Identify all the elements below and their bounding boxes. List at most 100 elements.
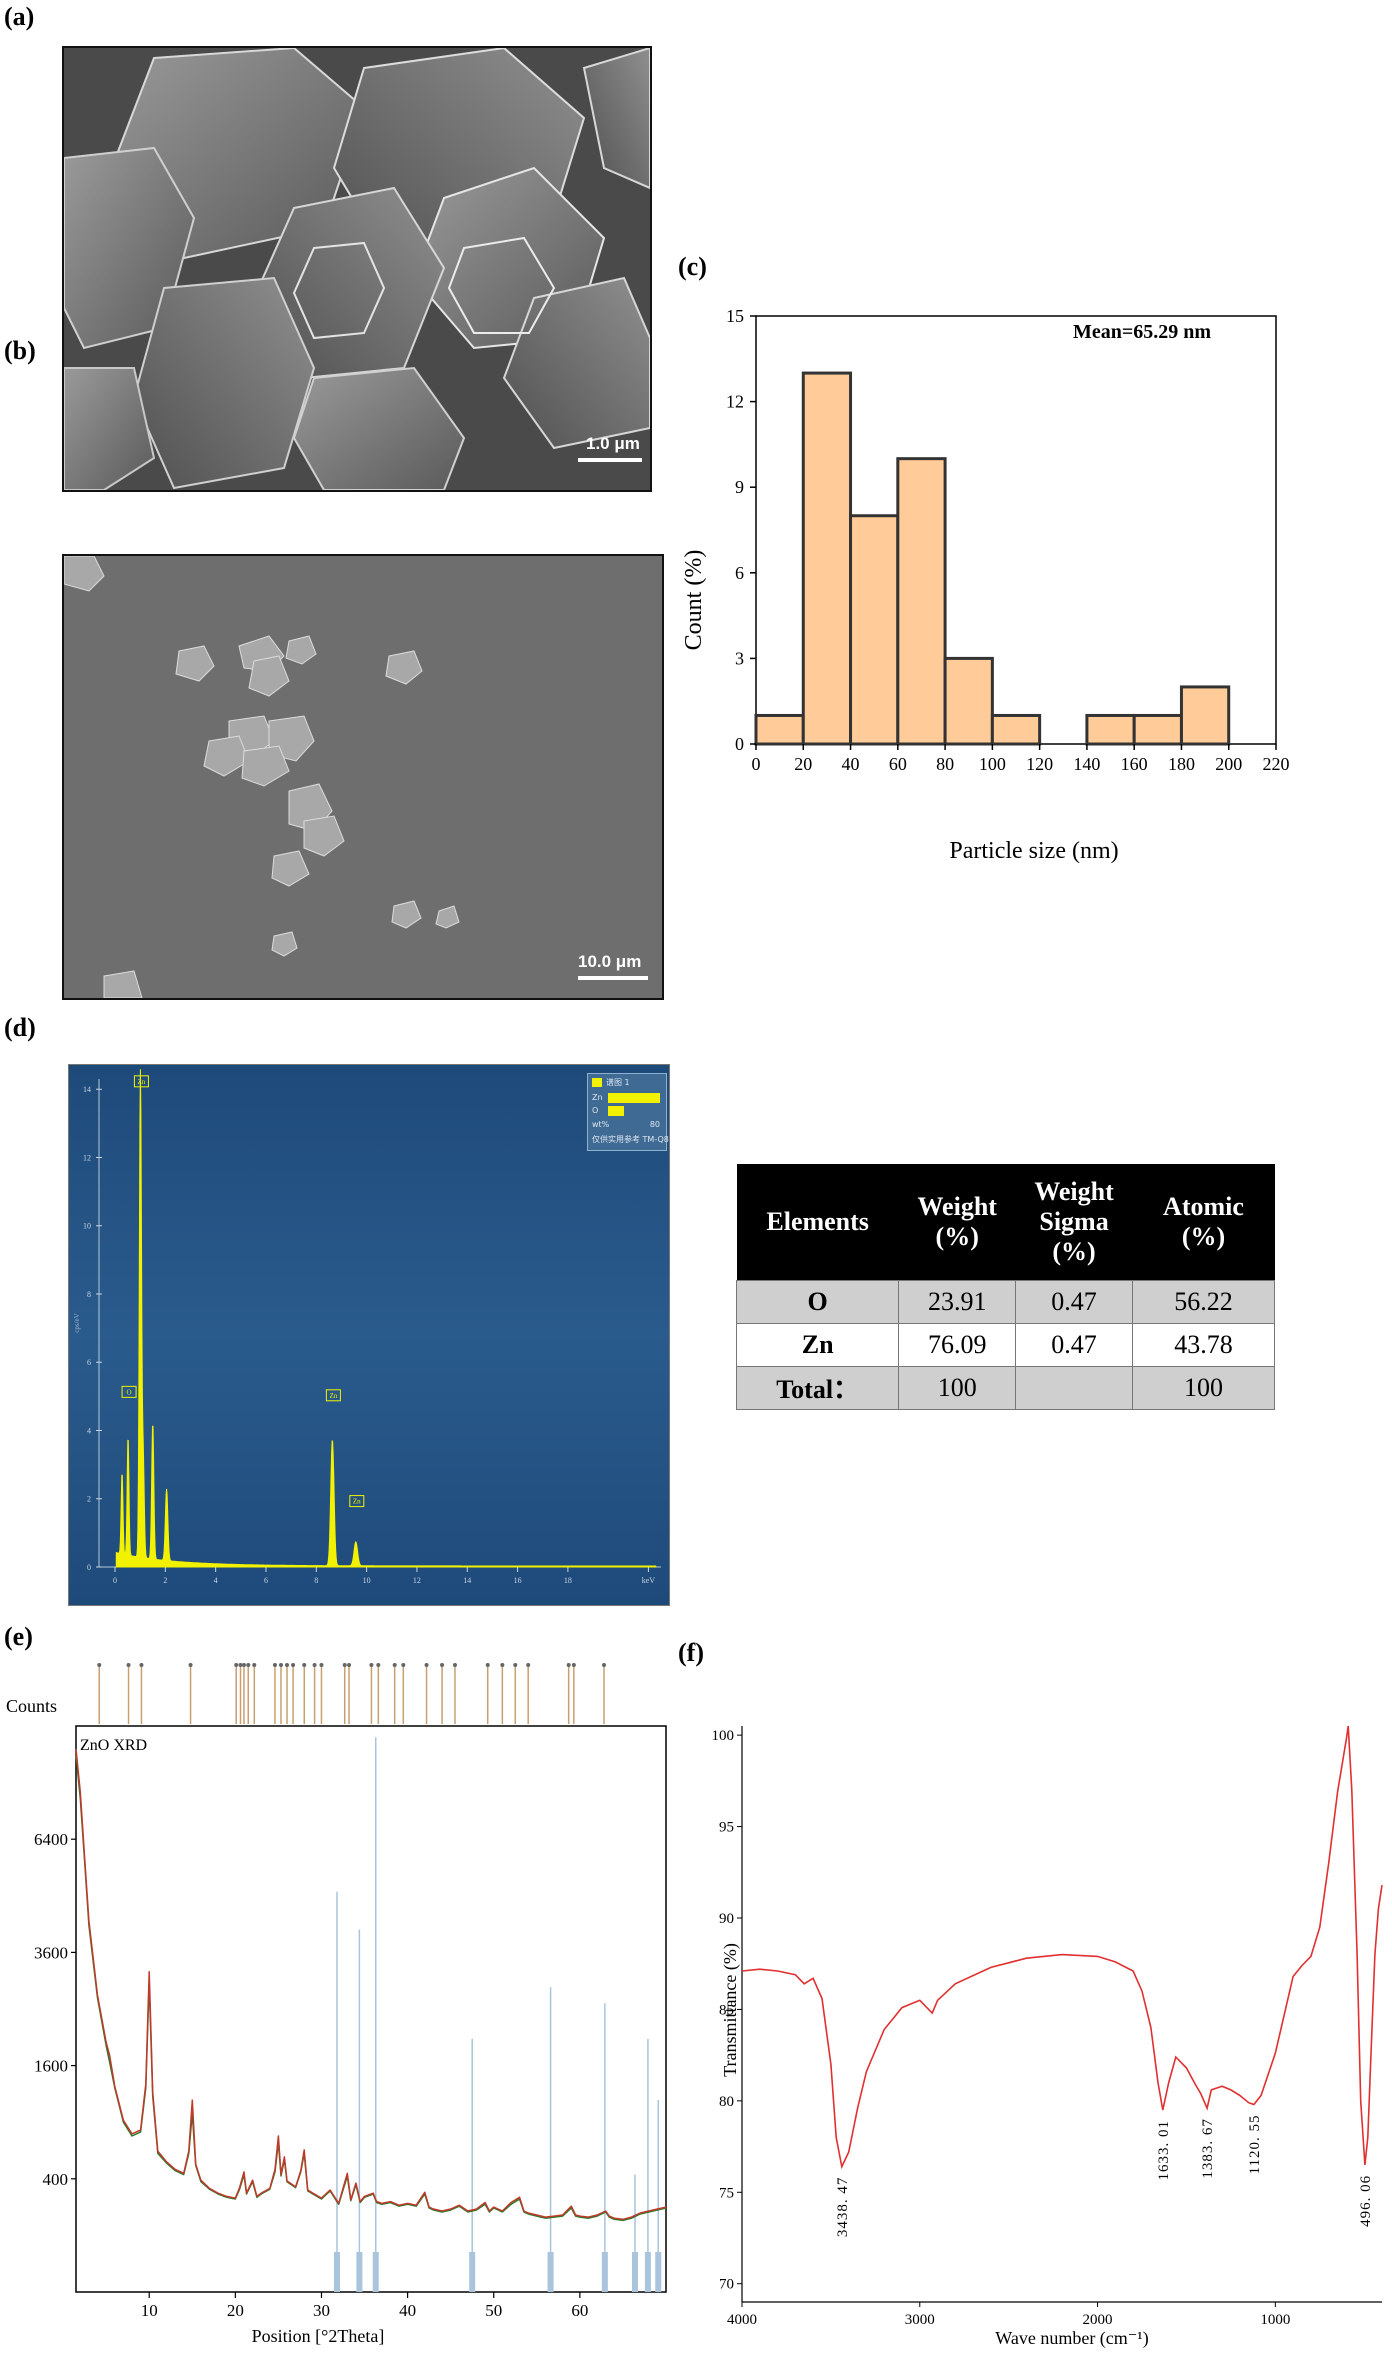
histogram-mean-annotation: Mean=65.29 nm [1073, 321, 1211, 343]
eds-composition-table: Elements Weight (%) Weight Sigma (%) Ato… [735, 1164, 1276, 1410]
xrd-pattern-chart: 10 20 30 40 50 60 6400 3600 1600 400 Counts ZnO X… [6, 1663, 667, 2346]
ftir-x-tick-label: 4000 [727, 2312, 757, 2328]
xrd-reference-block [644, 2252, 651, 2292]
xrd-y-axis-label: Counts [6, 1696, 57, 1716]
histogram-x-tick-label: 200 [1215, 754, 1242, 774]
histogram-bar [1179, 685, 1231, 746]
ftir-peak-annotation: 1383. 67 [1200, 2118, 1216, 2179]
eds-x-tick-label: 12 [413, 1576, 421, 1585]
xrd-x-tick-label: 50 [485, 2301, 502, 2320]
eds-x-tick-label: 2 [163, 1576, 167, 1585]
histogram-bar [896, 457, 947, 746]
eds-x-tick-label: 18 [564, 1576, 572, 1585]
xrd-top-reference-marker [513, 1663, 518, 1667]
eds-peak-label-box [349, 1495, 365, 1508]
table-cell-weight: 100 [898, 1365, 1017, 1410]
eds-spectrum-plot: 14 12 10 8 6 4 2 0 0 2 4 6 8 10 12 14 16 18 keV cps/eV Zn O Zn… [73, 1069, 661, 1585]
eds-legend-note: 仅供实用参考 TM-Q8 [592, 1135, 669, 1144]
table-header-atomic: Atomic (%) [1132, 1164, 1275, 1280]
xrd-top-reference-marker [278, 1663, 283, 1667]
xrd-y-tick-label: 3600 [34, 1943, 68, 1962]
ftir-peak-annotation: 1120. 55 [1247, 2115, 1263, 2175]
xrd-x-tick-label: 60 [571, 2301, 588, 2320]
eds-x-tick-label: 8 [314, 1576, 318, 1585]
xrd-plot-frame [75, 1725, 667, 2293]
xrd-x-tick-label: 10 [141, 2301, 158, 2320]
sem-image-a: 1.0 μm [62, 46, 652, 492]
ftir-y-tick-label: 70 [719, 2277, 734, 2293]
histogram-y-tick-label: 3 [735, 648, 744, 668]
xrd-x-axis-label: Position [°2Theta] [252, 2326, 385, 2346]
table-cell-element: Zn [735, 1322, 900, 1367]
eds-legend-footer-left: wt% [592, 1120, 610, 1129]
table-cell-element: Total： [735, 1365, 900, 1410]
histogram-bar [801, 371, 853, 746]
xrd-top-reference-marker [238, 1663, 243, 1667]
ftir-spectrum-line [741, 1725, 1383, 2170]
histogram-y-tick-label: 9 [735, 477, 744, 497]
histogram-x-tick-label: 180 [1168, 754, 1195, 774]
xrd-top-reference-marker [291, 1663, 296, 1667]
eds-y-tick-label: 10 [83, 1222, 91, 1231]
xrd-top-reference-marker [241, 1663, 246, 1667]
eds-peak-label: Zn [330, 1392, 338, 1400]
ftir-peak-annotation: 496. 06 [1358, 2175, 1374, 2227]
histogram-bar [754, 713, 805, 746]
panel-label-b: (b) [4, 336, 36, 365]
histogram-y-tick-label: 12 [726, 392, 744, 412]
histogram-x-tick-label: 220 [1263, 754, 1290, 774]
sem-b-scale-bar [578, 976, 648, 980]
eds-spectrum-trace [115, 1069, 657, 1568]
xrd-reference-block [333, 2252, 340, 2292]
ftir-y-tick-label: 90 [719, 1911, 734, 1927]
histogram-bar [849, 514, 900, 746]
eds-y-tick-label: 0 [87, 1563, 91, 1572]
xrd-top-reference-marker [246, 1663, 251, 1667]
ftir-x-tick-label: 1000 [1260, 2312, 1290, 2328]
table-header-elements: Elements [736, 1164, 899, 1280]
xrd-top-reference-marker [401, 1663, 406, 1667]
xrd-top-reference-marker [424, 1663, 429, 1667]
xrd-top-reference-marker [392, 1663, 397, 1667]
particle-size-histogram: 0 20 40 60 80 100 120 140 160 180 200 220 0 3 6 9 12 15 M… [681, 306, 1290, 864]
sem-a-scale-text: 1.0 μm [586, 434, 640, 453]
eds-peak-label-box [325, 1389, 341, 1402]
ftir-y-tick-label: 95 [719, 1820, 734, 1836]
xrd-top-reference-marker [319, 1663, 324, 1667]
panel-label-e: (e) [4, 1622, 33, 1651]
xrd-top-reference-marker [126, 1663, 131, 1667]
xrd-top-reference-marker [347, 1663, 352, 1667]
ftir-y-tick-label: 75 [719, 2185, 734, 2201]
eds-x-tick-label: 14 [463, 1576, 471, 1585]
eds-peak-label-box [121, 1385, 137, 1398]
sem-image-b: 10.0 μm [62, 554, 664, 1000]
ftir-peak-annotation: 3438. 47 [835, 2177, 851, 2237]
xrd-top-reference-marker [571, 1663, 576, 1667]
xrd-top-reference-marker [139, 1663, 144, 1667]
eds-y-tick-label: 4 [87, 1426, 91, 1435]
xrd-top-reference-marker [188, 1663, 193, 1667]
eds-y-tick-label: 2 [87, 1495, 91, 1504]
xrd-top-reference-marker [97, 1663, 102, 1667]
ftir-x-axis-label: Wave number (cm⁻¹) [995, 2328, 1148, 2349]
eds-x-tick-label: 0 [113, 1576, 117, 1585]
eds-x-tick-label: 4 [214, 1576, 218, 1585]
eds-y-tick-label: 6 [87, 1358, 91, 1367]
panel-label-c: (c) [678, 252, 707, 281]
sem-b-particles-illustration [64, 556, 662, 998]
histogram-x-tick-label: 140 [1073, 754, 1100, 774]
sem-b-scale-text: 10.0 μm [578, 952, 642, 971]
xrd-series-line [75, 1749, 667, 2221]
xrd-series-line [75, 1754, 667, 2222]
eds-legend-title: 谱图 1 [606, 1078, 630, 1087]
histogram-y-tick-label: 6 [735, 563, 744, 583]
xrd-top-reference-marker [312, 1663, 317, 1667]
xrd-x-tick-label: 30 [313, 2301, 330, 2320]
xrd-top-reference-marker [601, 1663, 606, 1667]
histogram-bar [1132, 713, 1183, 746]
xrd-top-reference-marker [566, 1663, 571, 1667]
table-cell-sigma: 0.47 [1015, 1279, 1133, 1324]
xrd-top-reference-marker [342, 1663, 347, 1667]
histogram-bar [990, 713, 1042, 746]
ftir-y-tick-label: 85 [719, 2002, 734, 2018]
